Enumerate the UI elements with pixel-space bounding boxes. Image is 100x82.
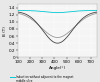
X-axis label: Angle(°): Angle(°) — [49, 66, 66, 70]
Y-axis label: B (T): B (T) — [3, 26, 7, 36]
Legend: Induction without adjacent to the magnet, middle slice, extremal slice, B0Y comp: Induction without adjacent to the magnet… — [10, 75, 74, 82]
